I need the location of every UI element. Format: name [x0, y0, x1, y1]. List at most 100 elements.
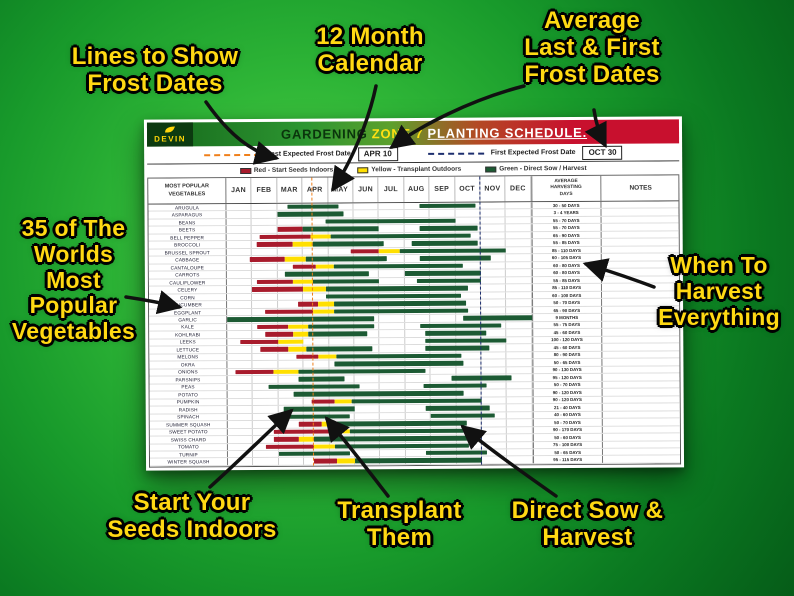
- harvest-days-header: AVERAGE HARVESTING DAYS: [530, 175, 602, 202]
- bar-yellow: [334, 398, 353, 404]
- bar-red: [257, 324, 289, 330]
- bar-red: [298, 301, 319, 307]
- bar-green: [430, 413, 495, 418]
- harvest-days: 55 - 85 DAYS: [531, 276, 602, 284]
- bar-green: [425, 345, 489, 351]
- notes-cell: [601, 239, 680, 246]
- first-frost-label: First Expected Frost Date: [490, 149, 576, 157]
- bar-green: [333, 300, 466, 307]
- harvest-days: 90 - 170 DAYS: [532, 426, 603, 434]
- bar-green: [326, 285, 469, 292]
- last-frost-label: Last Expected Frost Date: [266, 150, 351, 158]
- month-header-jun: JUN: [353, 177, 379, 203]
- notes-cell: [601, 209, 680, 216]
- bar-yellow: [314, 443, 335, 449]
- bar-green: [302, 226, 379, 232]
- notes-cell: [603, 456, 682, 463]
- bar-yellow: [288, 324, 309, 330]
- harvest-days: 80 - 90 DAYS: [532, 351, 603, 359]
- vegetable-name: KALE: [149, 323, 228, 331]
- title-schedule: PLANTING SCHEDULE.: [427, 124, 588, 141]
- first-frost-line-sample: [427, 152, 484, 155]
- bar-green: [419, 203, 476, 209]
- last-frost-date: APR 10: [357, 146, 398, 161]
- bar-green: [404, 270, 481, 276]
- bar-yellow: [315, 264, 334, 269]
- month-header-feb: FEB: [251, 177, 278, 203]
- month-header-aug: AUG: [404, 176, 430, 203]
- harvest-days: 60 - 105 DAYS: [531, 254, 602, 262]
- legend-yellow: Yellow - Transplant Outdoors: [357, 166, 461, 174]
- devin-logo: DEVIN: [146, 122, 194, 147]
- harvest-days: 9 MONTHS: [531, 314, 602, 322]
- bar-red: [311, 399, 335, 404]
- notes-cell: [602, 366, 681, 373]
- notes-cell: [603, 448, 682, 455]
- harvest-days: 90 - 130 DAYS: [532, 366, 603, 374]
- harvest-days: 50 - 70 DAYS: [532, 381, 603, 389]
- notes-cell: [602, 388, 681, 395]
- bar-green: [326, 293, 461, 299]
- table-body: ARUGULA 30 - 50 DAYS ASPARAGUS 3 - 4 YEARS B…: [148, 201, 682, 467]
- chart-title: GARDENING ZONE 7 PLANTING SCHEDULE.: [239, 124, 587, 141]
- annotation-12-month: 12 Month Calendar: [316, 23, 424, 77]
- red-swatch: [239, 167, 251, 174]
- notes-cell: [601, 224, 680, 231]
- notes-cell: [602, 396, 681, 403]
- notes-cell: [602, 381, 681, 388]
- bar-green: [285, 271, 370, 277]
- annotation-avg-frost: Average Last & First Frost Dates: [524, 7, 660, 88]
- notes-cell: [602, 351, 681, 358]
- vegetable-name: TURNIP: [149, 451, 228, 459]
- annotation-direct-sow: Direct Sow & Harvest: [511, 497, 664, 551]
- vegetable-name: CUCUMBER: [149, 301, 228, 309]
- title-gardening: GARDENING: [280, 125, 368, 142]
- table-header-row: MOST POPULAR VEGETABLES JAN FEB MAR APR MAY J…: [148, 175, 679, 205]
- bar-red: [351, 249, 380, 254]
- harvest-days: 95 - 115 DAYS: [532, 456, 603, 464]
- vegetable-name: WINTER SQUASH: [150, 458, 229, 466]
- notes-header: NOTES: [629, 184, 652, 192]
- vegetable-name: MELONS: [149, 353, 228, 361]
- bar-red: [295, 354, 319, 359]
- bar-red: [239, 339, 279, 345]
- month-header-oct: OCT: [454, 176, 481, 202]
- bar-green: [298, 376, 345, 382]
- bar-red: [257, 242, 293, 247]
- month-header-nov: NOV: [480, 176, 506, 202]
- harvest-days: 30 - 50 DAYS: [531, 201, 602, 209]
- bar-green: [308, 331, 367, 337]
- bar-yellow: [303, 286, 327, 292]
- legend-green-label: Green - Direct Sow / Harvest: [499, 164, 587, 173]
- bar-green: [420, 323, 502, 329]
- bar-yellow: [292, 279, 314, 285]
- bar-yellow: [288, 346, 307, 352]
- bar-green: [313, 241, 385, 247]
- notes-cell: [602, 359, 681, 366]
- bar-green: [287, 204, 339, 210]
- bar-green: [305, 256, 387, 262]
- notes-cell: [603, 433, 682, 440]
- vegetable-name: SWEET POTATO: [149, 428, 228, 436]
- vegetable-name: CAULIFLOWER: [148, 278, 227, 286]
- bar-green: [425, 405, 490, 411]
- notes-cell: [601, 216, 680, 223]
- harvest-days: 90 - 120 DAYS: [532, 396, 603, 404]
- month-header-sep: SEP: [429, 176, 455, 202]
- harvest-days: 90 - 120 DAYS: [532, 388, 603, 396]
- bar-green: [330, 233, 471, 239]
- bar-green: [425, 330, 487, 336]
- vegetable-name: PUMPKIN: [149, 398, 228, 406]
- notes-cell: [602, 418, 681, 425]
- vegetable-name: ASPARAGUS: [148, 211, 227, 219]
- harvest-days: 60 - 100 DAYS: [531, 291, 602, 299]
- bar-yellow: [310, 234, 331, 240]
- bar-yellow: [273, 369, 299, 375]
- vegetable-name: BELL PEPPER: [148, 234, 227, 242]
- annotation-frost-lines: Lines to Show Frost Dates: [71, 43, 239, 97]
- bar-green: [399, 248, 507, 254]
- notes-cell: [603, 441, 682, 448]
- title-zone: ZONE 7: [371, 125, 424, 141]
- vegetable-name: BEETS: [148, 226, 227, 234]
- harvest-days: 55 - 70 DAYS: [531, 224, 602, 232]
